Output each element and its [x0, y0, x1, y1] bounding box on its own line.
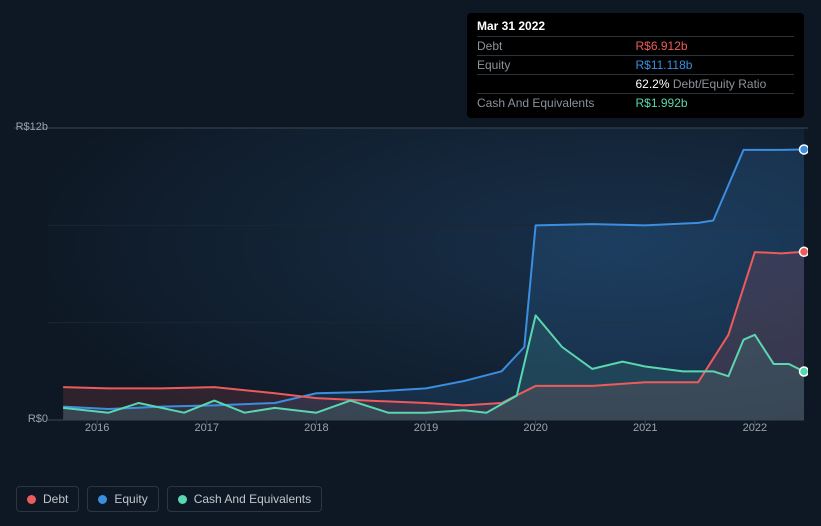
tooltip-row-value: R$6.912b	[636, 37, 795, 56]
legend-dot-icon	[178, 495, 187, 504]
x-axis-label: 2018	[304, 422, 328, 434]
tooltip-row-value: R$11.118b	[636, 56, 795, 75]
chart-plot	[14, 120, 808, 440]
tooltip-row-label: Cash And Equivalents	[477, 94, 636, 113]
legend-item-equity[interactable]: Equity	[87, 486, 158, 512]
tooltip-date: Mar 31 2022	[477, 19, 794, 36]
x-axis-label: 2021	[633, 422, 657, 434]
legend-label: Debt	[43, 492, 68, 506]
tooltip-row-label: Equity	[477, 56, 636, 75]
legend-item-debt[interactable]: Debt	[16, 486, 79, 512]
x-axis-label: 2019	[414, 422, 438, 434]
legend-label: Cash And Equivalents	[194, 492, 311, 506]
legend-label: Equity	[114, 492, 147, 506]
tooltip-table: DebtR$6.912bEquityR$11.118b62.2% Debt/Eq…	[477, 36, 794, 112]
legend-dot-icon	[27, 495, 36, 504]
tooltip-row-value: R$1.992b	[636, 94, 795, 113]
x-axis-label: 2022	[743, 422, 767, 434]
x-axis-label: 2020	[523, 422, 547, 434]
x-axis-label: 2016	[85, 422, 109, 434]
x-axis-label: 2017	[195, 422, 219, 434]
debt-equity-chart: R$0R$12b 2016201720182019202020212022	[14, 120, 808, 470]
chart-tooltip: Mar 31 2022 DebtR$6.912bEquityR$11.118b6…	[467, 13, 804, 118]
tooltip-row-label: Debt	[477, 37, 636, 56]
tooltip-row-label	[477, 75, 636, 94]
tooltip-row-value: 62.2% Debt/Equity Ratio	[636, 75, 795, 94]
legend-item-cash-and-equivalents[interactable]: Cash And Equivalents	[167, 486, 322, 512]
chart-legend: Debt Equity Cash And Equivalents	[16, 486, 322, 512]
y-axis-label: R$12b	[8, 121, 48, 133]
legend-dot-icon	[98, 495, 107, 504]
chart-x-axis: 2016 2017 2018 2019 2020 2021 2022	[14, 422, 808, 442]
